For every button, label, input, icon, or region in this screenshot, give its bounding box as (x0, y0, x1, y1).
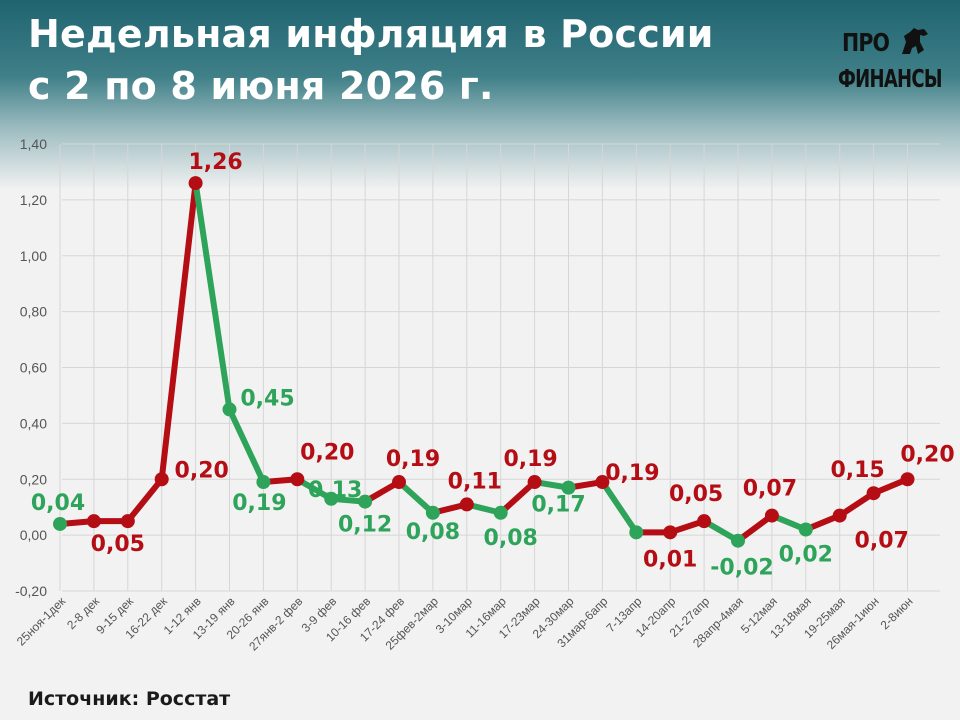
x-tick-label: 2-8июн (878, 594, 916, 632)
y-tick-label: 0,20 (20, 471, 47, 487)
data-label: 0,11 (448, 469, 502, 494)
data-point (493, 505, 508, 520)
y-tick-label: 0,40 (20, 415, 47, 431)
y-tick-label: 0,60 (20, 360, 47, 376)
data-label: 0,01 (643, 547, 697, 572)
data-label: 0,20 (175, 458, 229, 483)
logo-line-1: ПРО (842, 28, 890, 57)
page-title: Недельная инфляция в России с 2 по 8 июн… (28, 8, 714, 112)
series-line-segment (158, 180, 199, 483)
data-label: 0,20 (900, 442, 954, 467)
data-label: 0,08 (406, 520, 460, 545)
series-line-segment (497, 479, 538, 516)
y-tick-label: -0,20 (15, 583, 47, 599)
data-point (392, 475, 406, 490)
y-tick-label: 0,80 (20, 304, 47, 320)
data-point (53, 516, 67, 531)
series-line-segment (735, 512, 775, 544)
y-tick-label: 0,00 (20, 527, 47, 543)
data-label: 0,08 (484, 526, 538, 551)
data-label: 0,02 (779, 543, 833, 568)
series-line-segment (226, 406, 267, 486)
data-point (900, 472, 915, 487)
data-point (425, 505, 440, 520)
header-background (0, 0, 960, 190)
series-line-segment (192, 180, 233, 413)
data-point (731, 533, 745, 548)
horse-icon (902, 28, 928, 54)
series-line-segment (396, 479, 436, 516)
data-point (832, 508, 847, 523)
y-tick-label: 1,00 (20, 248, 47, 264)
data-label: 0,07 (855, 529, 909, 554)
data-point (629, 525, 644, 540)
data-point (595, 475, 610, 490)
y-tick-label: 1,40 (20, 136, 47, 152)
data-label: -0,02 (710, 556, 773, 581)
data-point (154, 472, 169, 487)
source-note: Источник: Росстат (28, 688, 231, 710)
logo: ПРО ФИНАНСЫ (836, 24, 956, 100)
title-line-2: с 2 по 8 июня 2026 г. (28, 64, 494, 108)
data-label: 0,12 (338, 513, 392, 538)
series-line-segment (599, 479, 640, 536)
data-point (459, 497, 474, 512)
data-label: 0,15 (830, 458, 884, 483)
y-tick-label: 1,20 (20, 192, 47, 208)
data-label: 0,19 (386, 447, 440, 472)
data-point (527, 475, 542, 490)
x-tick-label: 25ноя-1дек (14, 594, 69, 649)
data-point (188, 176, 203, 191)
data-point (120, 514, 135, 529)
data-point (663, 525, 678, 540)
data-label: 0,19 (605, 461, 659, 486)
title-line-1: Недельная инфляция в России (28, 12, 714, 56)
logo-line-2: ФИНАНСЫ (838, 64, 943, 93)
data-label: 0,17 (531, 493, 585, 518)
data-point (324, 491, 339, 506)
data-label: 0,13 (308, 478, 362, 503)
data-label: 0,45 (240, 386, 294, 411)
data-label: 0,04 (31, 491, 85, 516)
data-point (764, 508, 779, 523)
data-point (290, 472, 305, 487)
data-label: 1,26 (188, 150, 242, 175)
data-label: 0,19 (232, 491, 286, 516)
data-label: 0,07 (743, 477, 797, 502)
data-label: 0,05 (669, 482, 723, 507)
data-point (798, 522, 813, 537)
data-point (358, 494, 373, 509)
data-point (866, 486, 881, 501)
data-label: 0,05 (91, 532, 145, 557)
data-point (222, 402, 237, 417)
series-line-segment (124, 476, 165, 525)
data-point (256, 475, 271, 490)
data-point (697, 514, 712, 529)
data-point (561, 480, 576, 495)
data-label: 0,19 (503, 447, 557, 472)
data-point (86, 514, 101, 529)
data-label: 0,20 (300, 440, 354, 465)
